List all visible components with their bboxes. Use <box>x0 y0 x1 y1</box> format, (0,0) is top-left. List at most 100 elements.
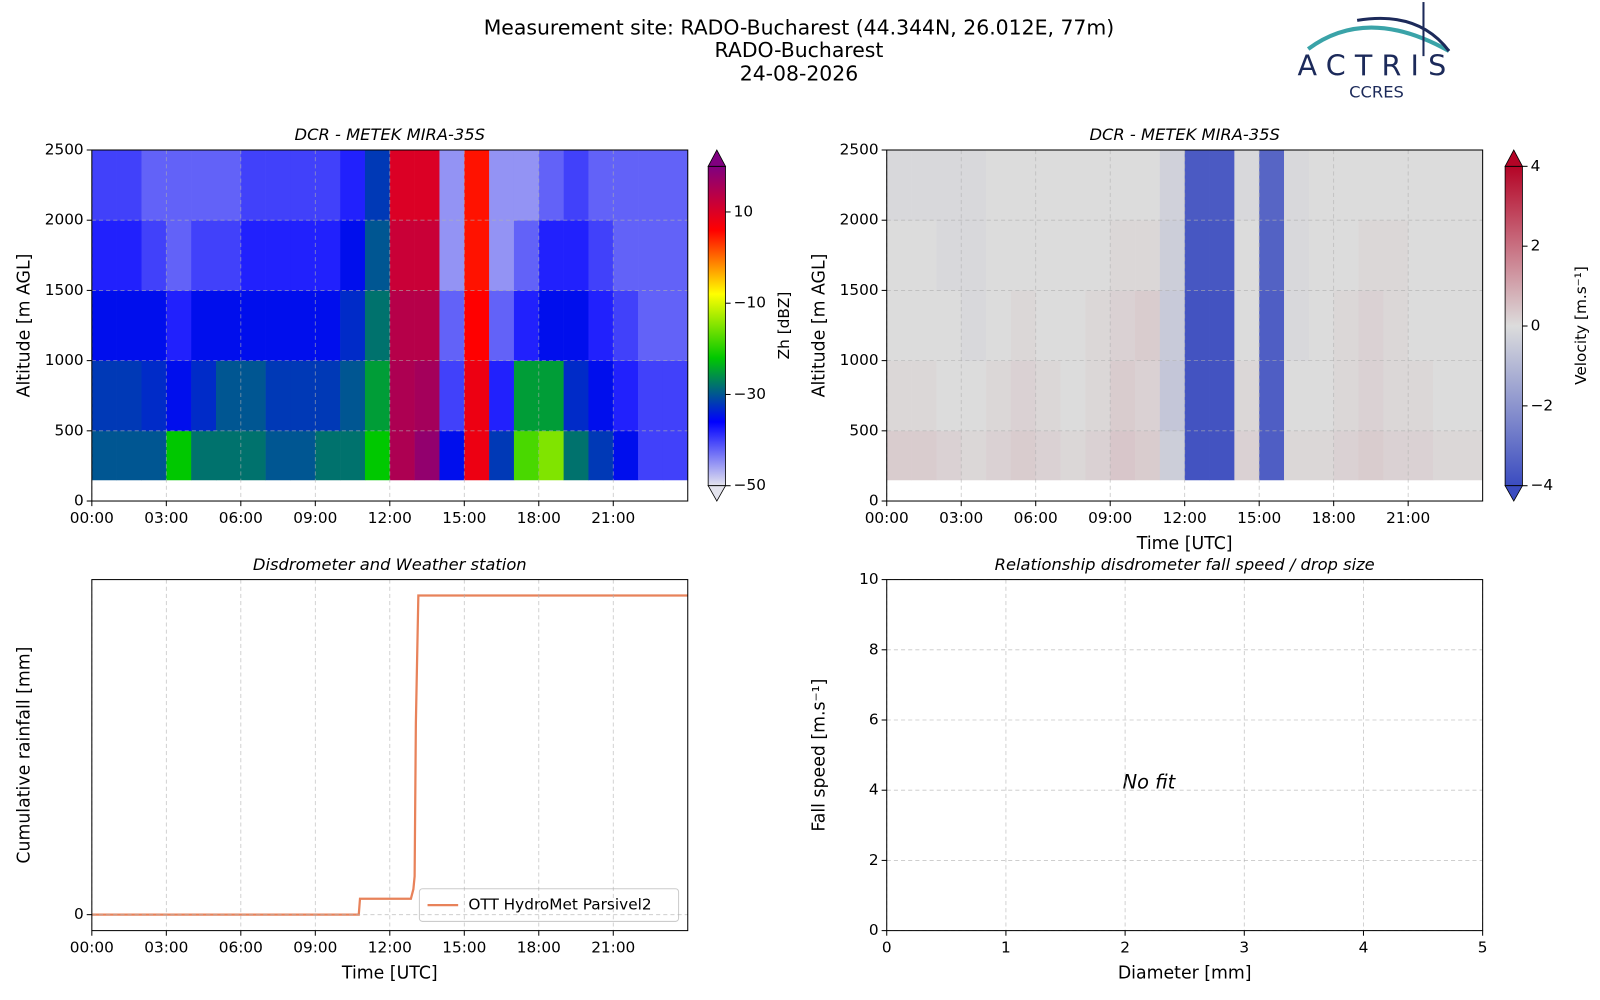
heatmap-cell <box>1060 360 1086 432</box>
x-tick-label: 09:00 <box>1088 509 1132 527</box>
y-tick-label: 2500 <box>840 141 879 159</box>
heatmap-cell <box>116 360 142 432</box>
heatmap-cell <box>1308 150 1334 221</box>
colorbar <box>707 165 726 487</box>
logo-arc <box>1306 25 1450 53</box>
heatmap-cell <box>986 290 1012 361</box>
heatmap-cell <box>439 290 465 361</box>
heatmap-cell <box>116 290 142 361</box>
colorbar-label: Zh [dBZ] <box>775 292 793 360</box>
heatmap-cell <box>538 150 564 221</box>
heatmap-cell <box>489 430 515 481</box>
heatmap-cell <box>265 220 291 291</box>
heatmap-cell <box>240 290 266 361</box>
heatmap-cell <box>1135 360 1161 432</box>
x-tick-label: 03:00 <box>144 509 188 527</box>
heatmap-cell <box>1432 150 1459 221</box>
heatmap-cell <box>1358 150 1384 221</box>
heatmap-cell <box>290 220 316 291</box>
heatmap-cell <box>1259 220 1285 291</box>
y-tick-label: 1500 <box>840 281 879 299</box>
heatmap-cell <box>1457 360 1483 432</box>
heatmap-cell <box>464 430 490 481</box>
heatmap-cell <box>1159 150 1185 221</box>
heatmap-cell <box>1209 430 1235 481</box>
heatmap-cell <box>290 150 316 221</box>
heatmap-cell <box>91 220 117 291</box>
x-tick-label: 09:00 <box>293 938 337 956</box>
heatmap-cell <box>1085 430 1111 481</box>
heatmap-cell <box>265 150 291 221</box>
heatmap-cell <box>886 220 912 291</box>
heatmap-cell <box>1035 430 1061 481</box>
heatmap-cell <box>1358 360 1384 432</box>
heatmap-cell <box>315 430 341 481</box>
x-tick-label: 15:00 <box>442 509 486 527</box>
heatmap-cell <box>191 150 217 221</box>
heatmap-cell <box>414 290 440 361</box>
colorbar-tick-label: −2 <box>1531 396 1554 414</box>
heatmap-cell <box>141 360 167 432</box>
heatmap-cell <box>1333 360 1359 432</box>
heatmap-cell <box>315 290 341 361</box>
heatmap-cell <box>1234 220 1260 291</box>
heatmap-cell <box>1110 290 1136 361</box>
heatmap-cell <box>911 290 937 361</box>
x-tick-label: 21:00 <box>591 938 635 956</box>
heatmap-cell <box>1085 220 1111 291</box>
heatmap-cell <box>364 290 391 361</box>
heatmap-cell <box>1234 430 1260 481</box>
heatmap-cell <box>489 220 515 291</box>
heatmap-cell <box>1035 360 1061 432</box>
heatmap-cell <box>1358 290 1384 361</box>
x-tick-label: 12:00 <box>1163 509 1207 527</box>
heatmap-cell <box>315 220 341 291</box>
heatmap-cell <box>513 360 540 432</box>
heatmap-cell <box>563 430 589 481</box>
header-line: 24-08-2026 <box>740 61 859 85</box>
heatmap-cell <box>886 360 912 432</box>
heatmap-cell <box>265 290 291 361</box>
heatmap-cell <box>166 220 192 291</box>
heatmap-cell <box>1432 360 1459 432</box>
heatmap-cell <box>1284 150 1310 221</box>
heatmap-cell <box>1060 430 1086 481</box>
heatmap-cell <box>1308 360 1334 432</box>
heatmap-cell <box>240 150 266 221</box>
heatmap-cell <box>340 430 366 481</box>
heatmap-cell <box>1383 290 1409 361</box>
x-axis-label: Time [UTC] <box>341 963 438 983</box>
heatmap-cell <box>240 360 266 432</box>
heatmap-cell <box>1184 290 1210 361</box>
y-tick-label: 4 <box>869 781 879 799</box>
heatmap-cell <box>638 150 664 221</box>
heatmap-cell <box>1085 290 1111 361</box>
heatmap-cell <box>911 360 937 432</box>
plot-frame <box>91 579 689 932</box>
y-tick-label: 1500 <box>45 281 84 299</box>
heatmap-cell <box>1010 150 1037 221</box>
y-tick-label: 10 <box>859 570 878 588</box>
heatmap-cell <box>1184 360 1210 432</box>
colorbar-extend <box>707 149 727 167</box>
heatmap-cell <box>613 430 639 481</box>
heatmap-cell <box>414 220 440 291</box>
heatmap-cell <box>1159 360 1185 432</box>
annotation: No fit <box>1123 771 1177 794</box>
heatmap-cell <box>1408 360 1434 432</box>
heatmap-cell <box>1060 220 1086 291</box>
chart-title: Relationship disdrometer fall speed / dr… <box>995 555 1375 574</box>
heatmap-cell <box>986 150 1012 221</box>
heatmap-cell <box>1284 430 1310 481</box>
colorbar-tick-label: 4 <box>1531 157 1541 175</box>
chart-title: Disdrometer and Weather station <box>253 555 527 574</box>
heatmap-cell <box>389 150 415 221</box>
heatmap-cell <box>961 430 987 481</box>
heatmap-cell <box>116 150 142 221</box>
heatmap-cell <box>141 150 167 221</box>
heatmap-cell <box>1457 430 1483 481</box>
y-tick-label: 8 <box>869 640 879 658</box>
heatmap-cell <box>936 360 962 432</box>
heatmap-cell <box>638 220 664 291</box>
heatmap-cell <box>91 290 117 361</box>
